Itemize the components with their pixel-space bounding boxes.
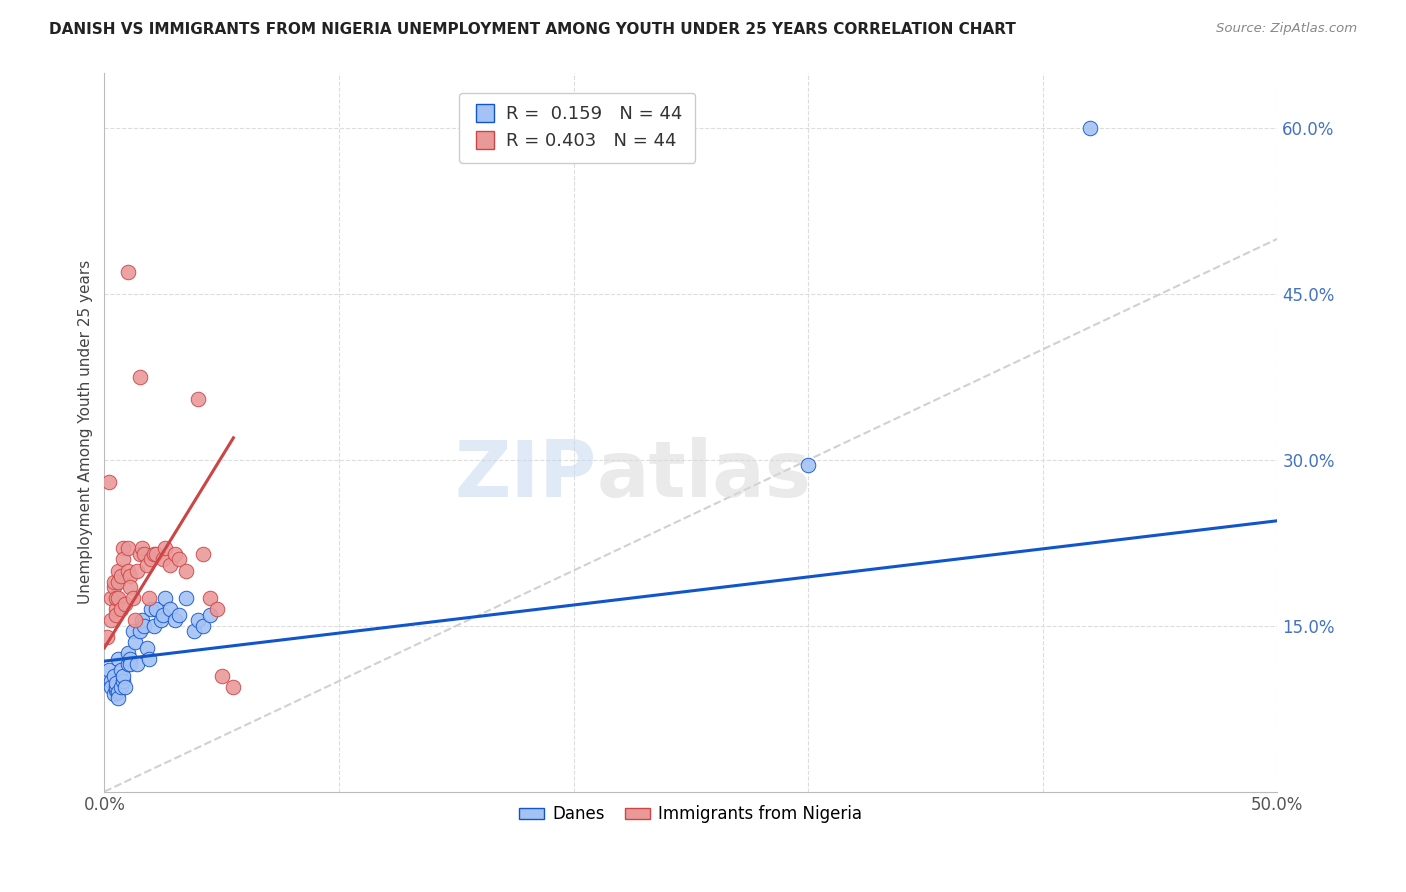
Point — [205, 602, 228, 616]
Point — [105, 607, 128, 622]
Point — [110, 680, 132, 694]
Point — [112, 541, 135, 556]
Point — [142, 547, 165, 561]
Point — [163, 613, 186, 627]
Point — [100, 674, 122, 689]
Point — [117, 647, 139, 661]
Point — [198, 591, 221, 606]
Point — [198, 607, 221, 622]
Point — [117, 564, 139, 578]
Point — [149, 613, 172, 627]
Point — [131, 541, 153, 556]
Point — [112, 668, 135, 682]
Point — [105, 676, 128, 690]
Point — [176, 564, 198, 578]
Point — [120, 657, 142, 672]
Point — [105, 680, 128, 694]
Point — [135, 558, 157, 572]
Point — [120, 652, 142, 666]
Point — [110, 602, 132, 616]
Point — [114, 680, 136, 694]
Point — [103, 687, 125, 701]
Point — [183, 624, 205, 639]
Point — [100, 613, 122, 627]
Point — [163, 547, 186, 561]
Point — [191, 619, 214, 633]
Point — [159, 602, 181, 616]
Point — [105, 591, 128, 606]
Text: atlas: atlas — [598, 437, 811, 514]
Point — [141, 552, 163, 566]
Point — [124, 613, 146, 627]
Point — [187, 392, 209, 406]
Point — [120, 580, 142, 594]
Point — [159, 558, 181, 572]
Point — [98, 475, 121, 489]
Text: ZIP: ZIP — [454, 437, 598, 514]
Point — [107, 685, 129, 699]
Point — [128, 547, 150, 561]
Point — [176, 591, 198, 606]
Point — [98, 663, 121, 677]
Point — [107, 564, 129, 578]
Point — [138, 652, 160, 666]
Point — [142, 619, 165, 633]
Point — [135, 640, 157, 655]
Point — [120, 569, 142, 583]
Point — [117, 541, 139, 556]
Point — [211, 668, 233, 682]
Point — [152, 607, 174, 622]
Point — [124, 635, 146, 649]
Point — [152, 552, 174, 566]
Point — [103, 580, 125, 594]
Point — [797, 458, 820, 473]
Point — [107, 652, 129, 666]
Point — [105, 602, 128, 616]
Point — [100, 591, 122, 606]
Point — [112, 552, 135, 566]
Point — [131, 613, 153, 627]
Point — [112, 674, 135, 689]
Point — [169, 552, 191, 566]
Y-axis label: Unemployment Among Youth under 25 years: Unemployment Among Youth under 25 years — [79, 260, 93, 605]
Point — [169, 607, 191, 622]
Point — [134, 547, 156, 561]
Point — [114, 597, 136, 611]
Point — [128, 370, 150, 384]
Point — [107, 591, 129, 606]
Point — [145, 547, 167, 561]
Point — [107, 574, 129, 589]
Point — [127, 564, 149, 578]
Legend: Danes, Immigrants from Nigeria: Danes, Immigrants from Nigeria — [513, 798, 869, 830]
Point — [100, 680, 122, 694]
Text: DANISH VS IMMIGRANTS FROM NIGERIA UNEMPLOYMENT AMONG YOUTH UNDER 25 YEARS CORREL: DANISH VS IMMIGRANTS FROM NIGERIA UNEMPL… — [49, 22, 1017, 37]
Point — [138, 591, 160, 606]
Point — [117, 657, 139, 672]
Point — [103, 574, 125, 589]
Point — [222, 680, 245, 694]
Point — [141, 602, 163, 616]
Point — [107, 690, 129, 705]
Point — [96, 630, 118, 644]
Point — [128, 624, 150, 639]
Point — [191, 547, 214, 561]
Point — [121, 591, 143, 606]
Point — [134, 619, 156, 633]
Point — [187, 613, 209, 627]
Point — [155, 591, 177, 606]
Point — [110, 663, 132, 677]
Point — [145, 602, 167, 616]
Point — [1078, 121, 1101, 136]
Point — [105, 682, 128, 697]
Text: Source: ZipAtlas.com: Source: ZipAtlas.com — [1216, 22, 1357, 36]
Point — [121, 624, 143, 639]
Point — [127, 657, 149, 672]
Point — [155, 541, 177, 556]
Point — [103, 668, 125, 682]
Point — [117, 265, 139, 279]
Point — [110, 569, 132, 583]
